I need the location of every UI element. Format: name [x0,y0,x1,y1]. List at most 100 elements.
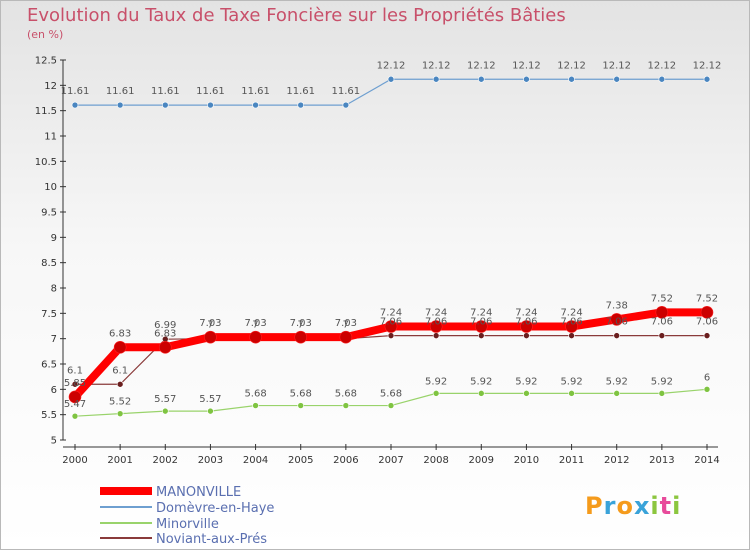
data-point [71,101,79,109]
data-label: 6.83 [154,328,176,339]
data-label: 7.06 [425,317,447,328]
y-tick-label: 6.5 [41,360,57,371]
x-tick-label: 2007 [378,455,403,466]
data-label: 5.68 [290,389,312,400]
data-label: 7.06 [470,317,492,328]
data-label: 6.1 [67,365,83,376]
data-label: 7.24 [380,308,402,319]
y-tick-label: 9 [51,233,57,244]
data-point [429,320,443,333]
data-label: 7.24 [470,308,492,319]
data-label: 5.92 [651,376,673,387]
y-tick-label: 9.5 [41,208,57,219]
data-label: 12.12 [422,60,451,71]
data-point [342,101,350,109]
data-point [297,402,305,409]
data-label: 12.12 [648,60,677,71]
data-label: 7.06 [515,317,537,328]
logo-r: r [603,492,617,520]
data-label: 5.68 [380,389,402,400]
logo-x: x [633,492,651,520]
data-point [113,340,127,354]
data-label: 5.92 [560,376,582,387]
data-point [523,332,530,339]
data-label: 5.92 [515,376,537,387]
data-label: 12.12 [377,60,406,71]
logo-t: t [659,492,673,520]
data-label: 7.03 [199,318,221,329]
data-point [568,390,575,397]
y-tick-label: 10.5 [35,157,57,168]
data-label: 7.24 [425,308,447,319]
data-point [568,332,575,339]
data-label: 11.61 [332,86,361,97]
chart-title: Evolution du Taux de Taxe Foncière sur l… [27,5,566,26]
data-point [161,407,169,415]
x-tick-label: 2005 [288,455,313,466]
data-point [477,75,485,83]
data-label: 5.68 [335,389,357,400]
data-label: 11.61 [241,86,270,97]
x-tick-label: 2003 [198,455,223,466]
data-label: 7 [207,320,213,331]
data-label: 7.03 [335,318,357,329]
x-tick-label: 2001 [107,455,132,466]
data-point [207,101,214,109]
y-tick-label: 8.5 [41,258,57,269]
data-point [252,101,259,109]
x-tick-label: 2010 [514,455,539,466]
data-point [613,390,621,397]
data-point [116,380,124,388]
logo-o: o [616,492,634,520]
data-point [432,75,440,83]
data-point [432,390,440,397]
chart-subtitle: (en %) [27,28,64,41]
data-point [339,330,353,344]
data-point [568,75,575,83]
data-point [703,75,711,83]
data-label: 7.52 [651,293,673,304]
data-label: 7.06 [696,317,718,328]
data-point [342,402,350,409]
data-label: 5.57 [154,394,176,405]
data-point [523,390,530,397]
data-label: 7.52 [696,293,718,304]
data-label: 7 [343,320,349,331]
data-label: 7.06 [606,317,628,328]
y-tick-label: 10 [44,182,57,193]
data-label: 5.47 [64,399,86,410]
data-point [613,332,621,339]
data-label: 7.03 [244,318,266,329]
x-tick-label: 2006 [333,455,358,466]
data-label: 11.61 [151,86,180,97]
data-point [700,306,714,319]
legend-label: Noviant-aux-Prés [156,532,267,547]
data-point [477,390,485,397]
data-point [158,340,172,354]
data-label: 7 [252,320,258,331]
x-tick-label: 2014 [694,455,719,466]
x-tick-label: 2002 [153,455,178,466]
data-point [252,402,259,409]
legend-label: MANONVILLE [156,485,241,500]
data-point [387,75,395,83]
y-tick-label: 6 [51,385,57,396]
data-label: 6.1 [112,365,128,376]
proxiti-logo: Proxiti [585,492,681,520]
x-tick-label: 2000 [62,455,87,466]
data-label: 5.85 [64,378,86,389]
data-label: 12.12 [693,60,722,71]
data-label: 5.52 [109,397,131,408]
data-point [68,390,82,404]
y-tick-label: 11.5 [35,106,57,117]
data-point [204,330,217,344]
data-point [703,386,711,393]
x-tick-label: 2004 [243,455,268,466]
x-tick-label: 2011 [559,455,584,466]
y-tick-label: 7 [51,334,57,345]
data-label: 12.12 [557,60,586,71]
data-label: 5.68 [244,389,266,400]
data-point [658,75,666,83]
data-point [523,75,530,83]
